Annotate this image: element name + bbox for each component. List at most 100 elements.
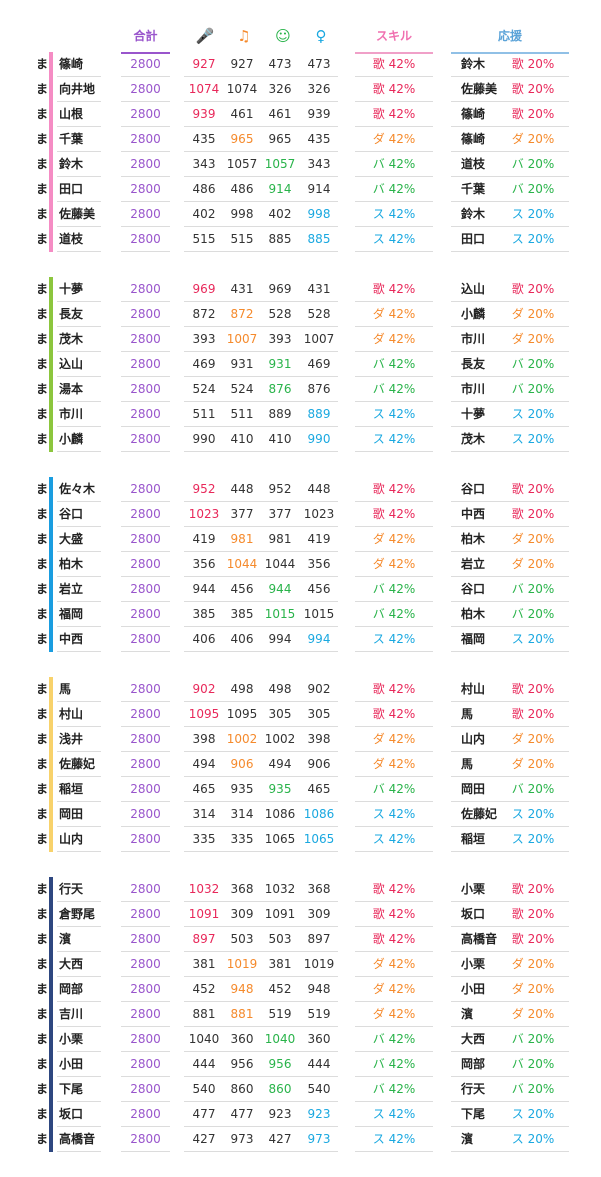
group-4: ま馬 2800 902 498 498 902 歌 42% 村山歌 20% ま村山 2800 109… [0,677,601,852]
row-mark: ま [36,1132,49,1146]
stat-dance: 1074 [226,82,258,96]
member-name: 中西 [59,632,84,646]
support-type: ス [511,207,524,221]
skill-percent: 42% [388,782,416,796]
support-name: 稲垣 [461,832,486,846]
stat-sing: 897 [192,932,216,946]
row-divider [184,326,338,327]
row-mark: ま [36,707,49,721]
table-row: ま山根 2800 939 461 461 939 歌 42% 篠崎 歌 20% [0,102,601,127]
row-divider [57,201,101,202]
support-type: 歌 [511,282,524,296]
row-divider [57,701,101,702]
row-divider [355,1101,433,1102]
row-divider [121,376,170,377]
skill-type: ダ [372,1007,385,1021]
stat-visual: 889 [268,407,292,421]
stat-visual: 923 [268,1107,292,1121]
support-value: バ 20% [508,377,558,402]
total-value: 2800 [130,282,161,296]
row-divider [57,1101,101,1102]
total-value: 2800 [130,1007,161,1021]
row-divider [451,101,569,102]
row-divider [451,326,569,327]
support-value: ス 20% [508,627,558,652]
row-divider [451,451,569,452]
member-name: 佐々木 [59,482,96,496]
total-value: 2800 [130,1032,161,1046]
total-value: 2800 [130,732,161,746]
stat-sing: 927 [192,57,216,71]
support-type: 歌 [511,932,524,946]
total-value: 2800 [130,382,161,396]
row-divider [355,601,433,602]
stat-visual: 1032 [264,882,296,896]
stat-visual: 377 [268,507,292,521]
row-divider [355,901,433,902]
skill-value: バ 42% [355,377,433,402]
skill-percent: 42% [388,507,416,521]
stat-sing: 1074 [188,82,220,96]
row-divider [184,826,338,827]
skill-type: バ [372,1082,385,1096]
stat-visual: 427 [268,1132,292,1146]
support-type: 歌 [511,682,524,696]
stat-sing: 881 [192,1007,216,1021]
support-value: ス 20% [508,227,558,252]
stat-sing: 990 [192,432,216,446]
stat-sing: 444 [192,1057,216,1071]
row-mark: ま [36,1107,49,1121]
support-percent: 20% [527,1132,555,1146]
skill-type: ダ [372,332,385,346]
row-divider [121,226,170,227]
skill-percent: 42% [388,832,416,846]
support-type: バ [511,607,524,621]
stat-vocal: 1023 [303,507,335,521]
skill-type: ス [372,807,385,821]
row-divider [355,326,433,327]
row-mark: ま [36,1032,49,1046]
support-type: ダ [511,732,524,746]
skill-type: ス [372,207,385,221]
skill-percent: 42% [388,707,416,721]
support-type: 歌 [511,82,524,96]
row-divider [57,926,101,927]
stat-sing: 511 [192,407,216,421]
support-percent: 20% [527,732,555,746]
support-type: ダ [511,757,524,771]
stat-visual: 969 [268,282,292,296]
stat-visual: 944 [268,582,292,596]
row-divider [57,776,101,777]
row-divider [57,751,101,752]
support-name: 小栗 [461,957,486,971]
stat-visual: 393 [268,332,292,346]
total-value: 2800 [130,1132,161,1146]
row-divider [121,526,170,527]
row-divider [57,551,101,552]
support-percent: 20% [527,157,555,171]
stat-sing: 540 [192,1082,216,1096]
stat-visual: 1015 [264,607,296,621]
stat-visual: 1086 [264,807,296,821]
table-row: ま湯本 2800 524 524 876 876 バ 42% 市川 バ 20% [0,377,601,402]
member-name: 高橋音 [59,1132,96,1146]
row-divider [57,251,101,252]
support-name: 道枝 [461,157,486,171]
row-divider [57,301,101,302]
support-value: ス 20% [508,1127,558,1152]
stat-sing: 385 [192,607,216,621]
member-name: 岩立 [59,582,84,596]
row-divider [451,1001,569,1002]
group-color-bar [49,477,53,652]
skill-value: 歌 42% [355,77,433,102]
row-divider [121,251,170,252]
total-value: 2800 [130,707,161,721]
table-row: ま長友 2800 872 872 528 528 ダ 42% 小麟 ダ 20% [0,302,601,327]
row-divider [121,926,170,927]
skill-percent: 42% [388,57,416,71]
row-mark: ま [36,307,49,321]
stat-vocal: 1065 [303,832,335,846]
member-name: 倉野尾 [59,907,96,921]
row-divider [57,126,101,127]
skill-percent: 42% [388,432,416,446]
